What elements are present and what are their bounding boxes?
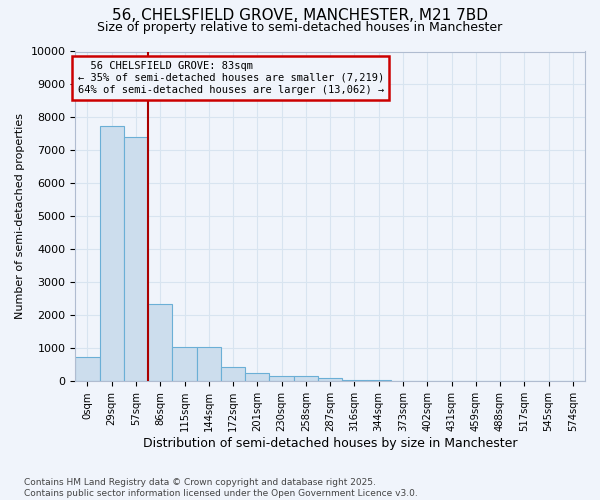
Bar xyxy=(342,380,367,382)
Text: 56, CHELSFIELD GROVE, MANCHESTER, M21 7BD: 56, CHELSFIELD GROVE, MANCHESTER, M21 7B… xyxy=(112,8,488,22)
Bar xyxy=(221,366,245,382)
Bar xyxy=(100,126,124,382)
Bar xyxy=(197,346,221,382)
Y-axis label: Number of semi-detached properties: Number of semi-detached properties xyxy=(15,114,25,320)
Bar xyxy=(318,378,342,382)
Bar xyxy=(294,376,318,382)
Text: Size of property relative to semi-detached houses in Manchester: Size of property relative to semi-detach… xyxy=(97,21,503,34)
Bar xyxy=(148,304,172,382)
Bar xyxy=(245,373,269,382)
Bar xyxy=(269,376,294,382)
Bar xyxy=(172,346,197,382)
Bar xyxy=(75,356,100,382)
Bar xyxy=(124,138,148,382)
Text: Contains HM Land Registry data © Crown copyright and database right 2025.
Contai: Contains HM Land Registry data © Crown c… xyxy=(24,478,418,498)
Bar xyxy=(367,380,391,382)
X-axis label: Distribution of semi-detached houses by size in Manchester: Distribution of semi-detached houses by … xyxy=(143,437,517,450)
Text: 56 CHELSFIELD GROVE: 83sqm
← 35% of semi-detached houses are smaller (7,219)
64%: 56 CHELSFIELD GROVE: 83sqm ← 35% of semi… xyxy=(78,62,384,94)
